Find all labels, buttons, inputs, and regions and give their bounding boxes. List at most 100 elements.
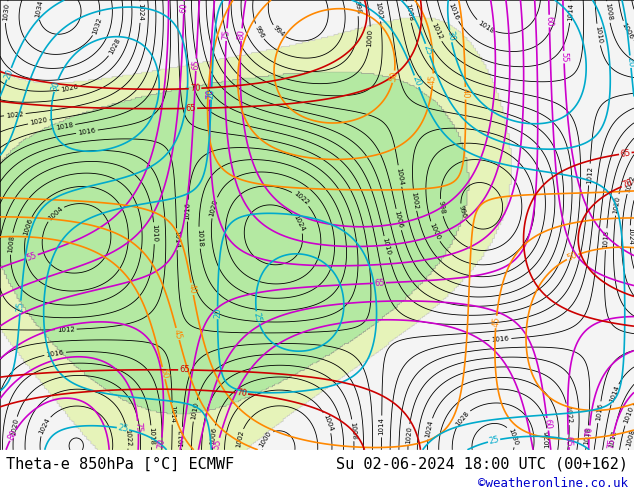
Text: 25: 25 [488, 435, 500, 446]
Text: 1012: 1012 [586, 166, 593, 184]
Text: 1022: 1022 [564, 405, 573, 423]
Text: 70: 70 [585, 426, 594, 438]
Text: 70: 70 [156, 438, 166, 449]
Text: 1028: 1028 [108, 37, 122, 56]
Text: 1022: 1022 [124, 429, 132, 447]
Text: 50: 50 [389, 71, 399, 83]
Text: 996: 996 [457, 205, 467, 220]
Text: 25: 25 [15, 301, 25, 313]
Text: 1014: 1014 [378, 417, 385, 436]
Text: 1018: 1018 [55, 122, 74, 131]
Text: 1024: 1024 [627, 227, 633, 245]
Text: Su 02-06-2024 18:00 UTC (00+162): Su 02-06-2024 18:00 UTC (00+162) [335, 456, 628, 471]
Text: 1006: 1006 [209, 427, 217, 445]
Text: 1002: 1002 [235, 430, 245, 449]
Text: 1008: 1008 [604, 2, 612, 22]
Text: 1000: 1000 [366, 28, 373, 47]
Text: 50: 50 [566, 250, 579, 263]
Text: 55: 55 [25, 251, 38, 263]
Text: 1004: 1004 [322, 414, 334, 432]
Text: 45: 45 [491, 317, 501, 328]
Text: 1004: 1004 [46, 205, 64, 221]
Text: 1012: 1012 [430, 22, 443, 41]
Text: 55: 55 [559, 52, 569, 63]
Text: 1026: 1026 [61, 84, 79, 93]
Text: 1008: 1008 [7, 234, 15, 253]
Text: 70: 70 [205, 88, 214, 98]
Text: 75: 75 [607, 438, 617, 450]
Text: 65: 65 [374, 278, 385, 288]
Text: 1016: 1016 [595, 403, 604, 421]
Text: 40: 40 [461, 88, 470, 98]
Text: 998: 998 [353, 0, 361, 15]
Text: 30: 30 [445, 30, 456, 42]
Text: 25: 25 [117, 423, 129, 434]
Text: 1018: 1018 [602, 230, 610, 248]
Text: 1006: 1006 [621, 22, 634, 40]
Text: 75: 75 [133, 422, 143, 433]
Text: 60: 60 [545, 16, 554, 26]
Text: 1012: 1012 [179, 429, 185, 447]
Text: 1032: 1032 [92, 16, 103, 35]
Text: 1020: 1020 [612, 196, 621, 214]
Text: 1014: 1014 [169, 405, 175, 423]
Text: 1016: 1016 [184, 201, 191, 220]
Text: 1012: 1012 [56, 326, 75, 333]
Text: 55: 55 [212, 438, 223, 450]
Text: 1010: 1010 [382, 237, 392, 256]
Text: 1010: 1010 [151, 224, 157, 242]
Text: 1008: 1008 [349, 421, 357, 440]
Text: 1018: 1018 [148, 427, 155, 445]
Text: 45: 45 [428, 74, 437, 85]
Text: 1016: 1016 [448, 2, 460, 21]
Text: 1002: 1002 [410, 191, 419, 209]
Text: 1008: 1008 [404, 2, 413, 22]
Text: 1016: 1016 [491, 336, 510, 343]
Text: 60: 60 [179, 2, 188, 13]
Text: 1024: 1024 [38, 417, 51, 436]
Text: 20: 20 [626, 56, 634, 67]
Text: 30: 30 [50, 79, 62, 92]
Text: 80: 80 [6, 428, 19, 442]
Text: ©weatheronline.co.uk: ©weatheronline.co.uk [477, 477, 628, 490]
Text: 75: 75 [222, 29, 231, 40]
Text: 1024: 1024 [292, 214, 306, 233]
Text: 1024: 1024 [425, 419, 434, 438]
Text: 998: 998 [437, 200, 445, 215]
Text: 65: 65 [186, 104, 196, 113]
Text: 20: 20 [207, 88, 216, 98]
Text: 1022: 1022 [6, 111, 24, 119]
Text: 1010: 1010 [623, 406, 634, 425]
Text: 1030: 1030 [507, 427, 519, 446]
Text: 1002: 1002 [375, 1, 384, 20]
Text: 1018: 1018 [476, 19, 495, 34]
Text: 20: 20 [213, 308, 222, 318]
Text: 60: 60 [543, 418, 553, 430]
Text: 20: 20 [3, 67, 15, 80]
Text: 1008: 1008 [626, 428, 634, 447]
Text: 1010: 1010 [594, 25, 603, 44]
Text: 1000: 1000 [428, 222, 441, 241]
Text: 65: 65 [179, 366, 190, 374]
Text: 1024: 1024 [138, 3, 143, 21]
Text: 65: 65 [619, 148, 631, 159]
Text: 25: 25 [252, 311, 263, 323]
Text: 65: 65 [191, 59, 201, 70]
Text: 70: 70 [236, 388, 247, 398]
Text: 1020: 1020 [405, 426, 412, 444]
Text: 1006: 1006 [22, 218, 34, 237]
Text: 1020: 1020 [209, 198, 219, 217]
Text: 80: 80 [236, 29, 247, 40]
Text: 1022: 1022 [624, 174, 634, 193]
Text: 996: 996 [253, 24, 265, 39]
Text: 25: 25 [422, 43, 434, 56]
Text: 1018: 1018 [583, 427, 592, 445]
Text: 1016: 1016 [77, 127, 96, 136]
Text: Theta-e 850hPa [°C] ECMWF: Theta-e 850hPa [°C] ECMWF [6, 456, 235, 471]
Text: 1004: 1004 [396, 167, 404, 185]
Text: 65: 65 [564, 435, 573, 446]
Text: 20: 20 [410, 74, 423, 88]
Text: 1014: 1014 [567, 3, 574, 21]
Text: 1022: 1022 [292, 191, 309, 207]
Text: 1020: 1020 [10, 418, 19, 437]
